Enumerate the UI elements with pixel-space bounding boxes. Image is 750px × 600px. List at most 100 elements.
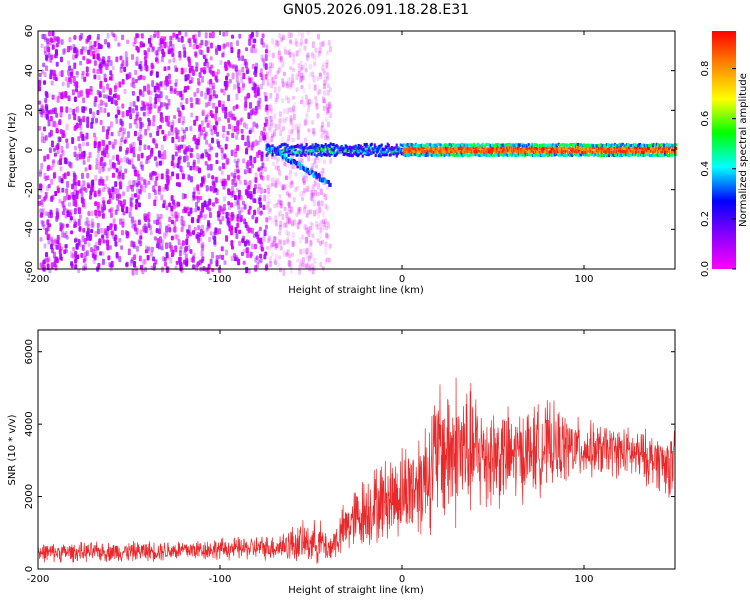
spectrogram-cell <box>316 212 320 219</box>
spectrogram-cell <box>318 206 322 214</box>
spectrogram-cell <box>266 245 270 251</box>
spectrogram-cell <box>73 238 77 243</box>
spectrogram-cell <box>109 263 113 268</box>
spectrogram-cell <box>316 182 320 190</box>
spectrogram-cell <box>380 150 383 154</box>
spectrogram-cell <box>251 48 255 54</box>
spectrogram-cell <box>254 172 258 178</box>
spectrogram-cell <box>38 201 42 206</box>
spectrogram-cell <box>296 222 300 230</box>
spectrogram-cell <box>370 142 373 146</box>
spectrogram-cell <box>321 171 325 177</box>
spectrogram-cell <box>81 106 85 113</box>
spectrogram-cell <box>145 158 149 164</box>
spectrogram-cell <box>222 43 226 49</box>
spectrogram-cell <box>394 146 397 150</box>
spectrogram-cell <box>141 164 145 171</box>
spectrogram-cell <box>44 65 48 72</box>
spectrogram-cell <box>285 252 289 257</box>
spectrogram-cell <box>160 266 164 273</box>
spectrogram-cell <box>292 152 295 156</box>
spectrogram-cell <box>155 58 159 64</box>
spectrogram-cell <box>74 181 78 186</box>
spectrogram-cell <box>117 199 121 205</box>
spectrogram-cell <box>72 109 76 116</box>
spectrogram-cell <box>190 112 194 118</box>
spectrogram-cell <box>187 38 191 44</box>
spectrogram-cell <box>209 185 213 192</box>
spectrogram-cell <box>380 143 383 147</box>
spectrogram-cell <box>199 237 203 242</box>
spectrogram-cell <box>64 158 68 165</box>
spectrogram-cell <box>195 66 199 72</box>
spectrogram-cell <box>324 194 328 201</box>
spectrogram-cell <box>53 171 57 179</box>
spectrogram-cell <box>297 70 301 77</box>
spectrogram-cell <box>251 63 255 69</box>
spectrogram-cell <box>305 236 309 244</box>
spectrogram-cell <box>73 223 77 229</box>
spectrogram-cell <box>68 77 72 82</box>
spectrogram-cell <box>159 81 163 87</box>
spectrogram-cell <box>142 185 146 193</box>
spectrogram-cell <box>47 237 51 245</box>
spectrogram-cell <box>81 202 85 208</box>
spectrogram-cell <box>111 162 115 168</box>
spectrogram-cell <box>263 254 267 260</box>
spectrogram-cell <box>305 55 309 61</box>
spectrogram-cell <box>106 152 110 159</box>
spectrogram-cell <box>157 86 161 93</box>
spectrogram-cell <box>297 208 301 215</box>
spectrogram-cell <box>85 72 89 77</box>
spectrogram-cell <box>47 119 51 127</box>
spectrogram-cell <box>103 152 107 158</box>
spectrogram-cell <box>98 178 102 186</box>
spectrogram-cell <box>289 66 293 71</box>
spectrogram-cell <box>245 47 249 52</box>
spectrogram-cell <box>395 154 398 158</box>
spectrogram-cell <box>286 150 289 154</box>
spectrogram-cell <box>302 248 306 254</box>
spectrogram-cell <box>188 61 192 68</box>
spectrogram-cell <box>300 197 304 202</box>
spectrogram-cell <box>234 182 238 187</box>
spectrogram-cell <box>43 172 47 180</box>
spectrogram-cell <box>189 165 193 171</box>
spectrogram-cell <box>112 218 116 226</box>
spectrogram-cell <box>38 194 42 199</box>
spectrogram-cell <box>268 127 272 134</box>
spectrogram-cell <box>47 211 51 218</box>
spectrogram-cell <box>80 32 84 40</box>
spectrogram-cell <box>247 112 251 119</box>
spectrogram-cell <box>170 130 174 136</box>
spectrogram-cell <box>208 207 212 212</box>
spectrogram-cell <box>283 184 287 190</box>
spectrogram-cell <box>82 97 86 103</box>
spectrogram-cell <box>119 118 123 125</box>
spectrogram-cell <box>255 31 259 38</box>
spectrogram-cell <box>83 106 87 111</box>
spectrogram-cell <box>189 249 193 254</box>
spectrogram-cell <box>313 61 317 67</box>
spectrogram-cell <box>369 146 372 150</box>
spectrogram-cell <box>78 207 82 215</box>
spectrogram-cell <box>174 82 178 87</box>
spectrogram-cell <box>296 153 299 157</box>
spectrogram-cell <box>326 135 330 141</box>
spectrogram-y-tick-label: 20 <box>24 104 35 117</box>
spectrogram-cell <box>215 260 219 267</box>
spectrogram-cell <box>657 152 661 156</box>
spectrogram-cell <box>115 118 119 124</box>
spectrogram-cell <box>152 115 156 122</box>
spectrogram-cell <box>96 201 100 208</box>
spectrogram-cell <box>186 55 190 61</box>
spectrogram-cell <box>279 129 283 137</box>
spectrogram-cell <box>204 213 208 219</box>
spectrogram-cell <box>326 234 330 239</box>
spectrogram-cell <box>198 132 202 138</box>
spectrogram-cell <box>509 152 512 156</box>
spectrogram-cell <box>260 241 264 248</box>
spectrogram-cell <box>130 217 134 224</box>
spectrogram-cell <box>172 163 176 169</box>
spectrogram-cell <box>242 122 246 128</box>
